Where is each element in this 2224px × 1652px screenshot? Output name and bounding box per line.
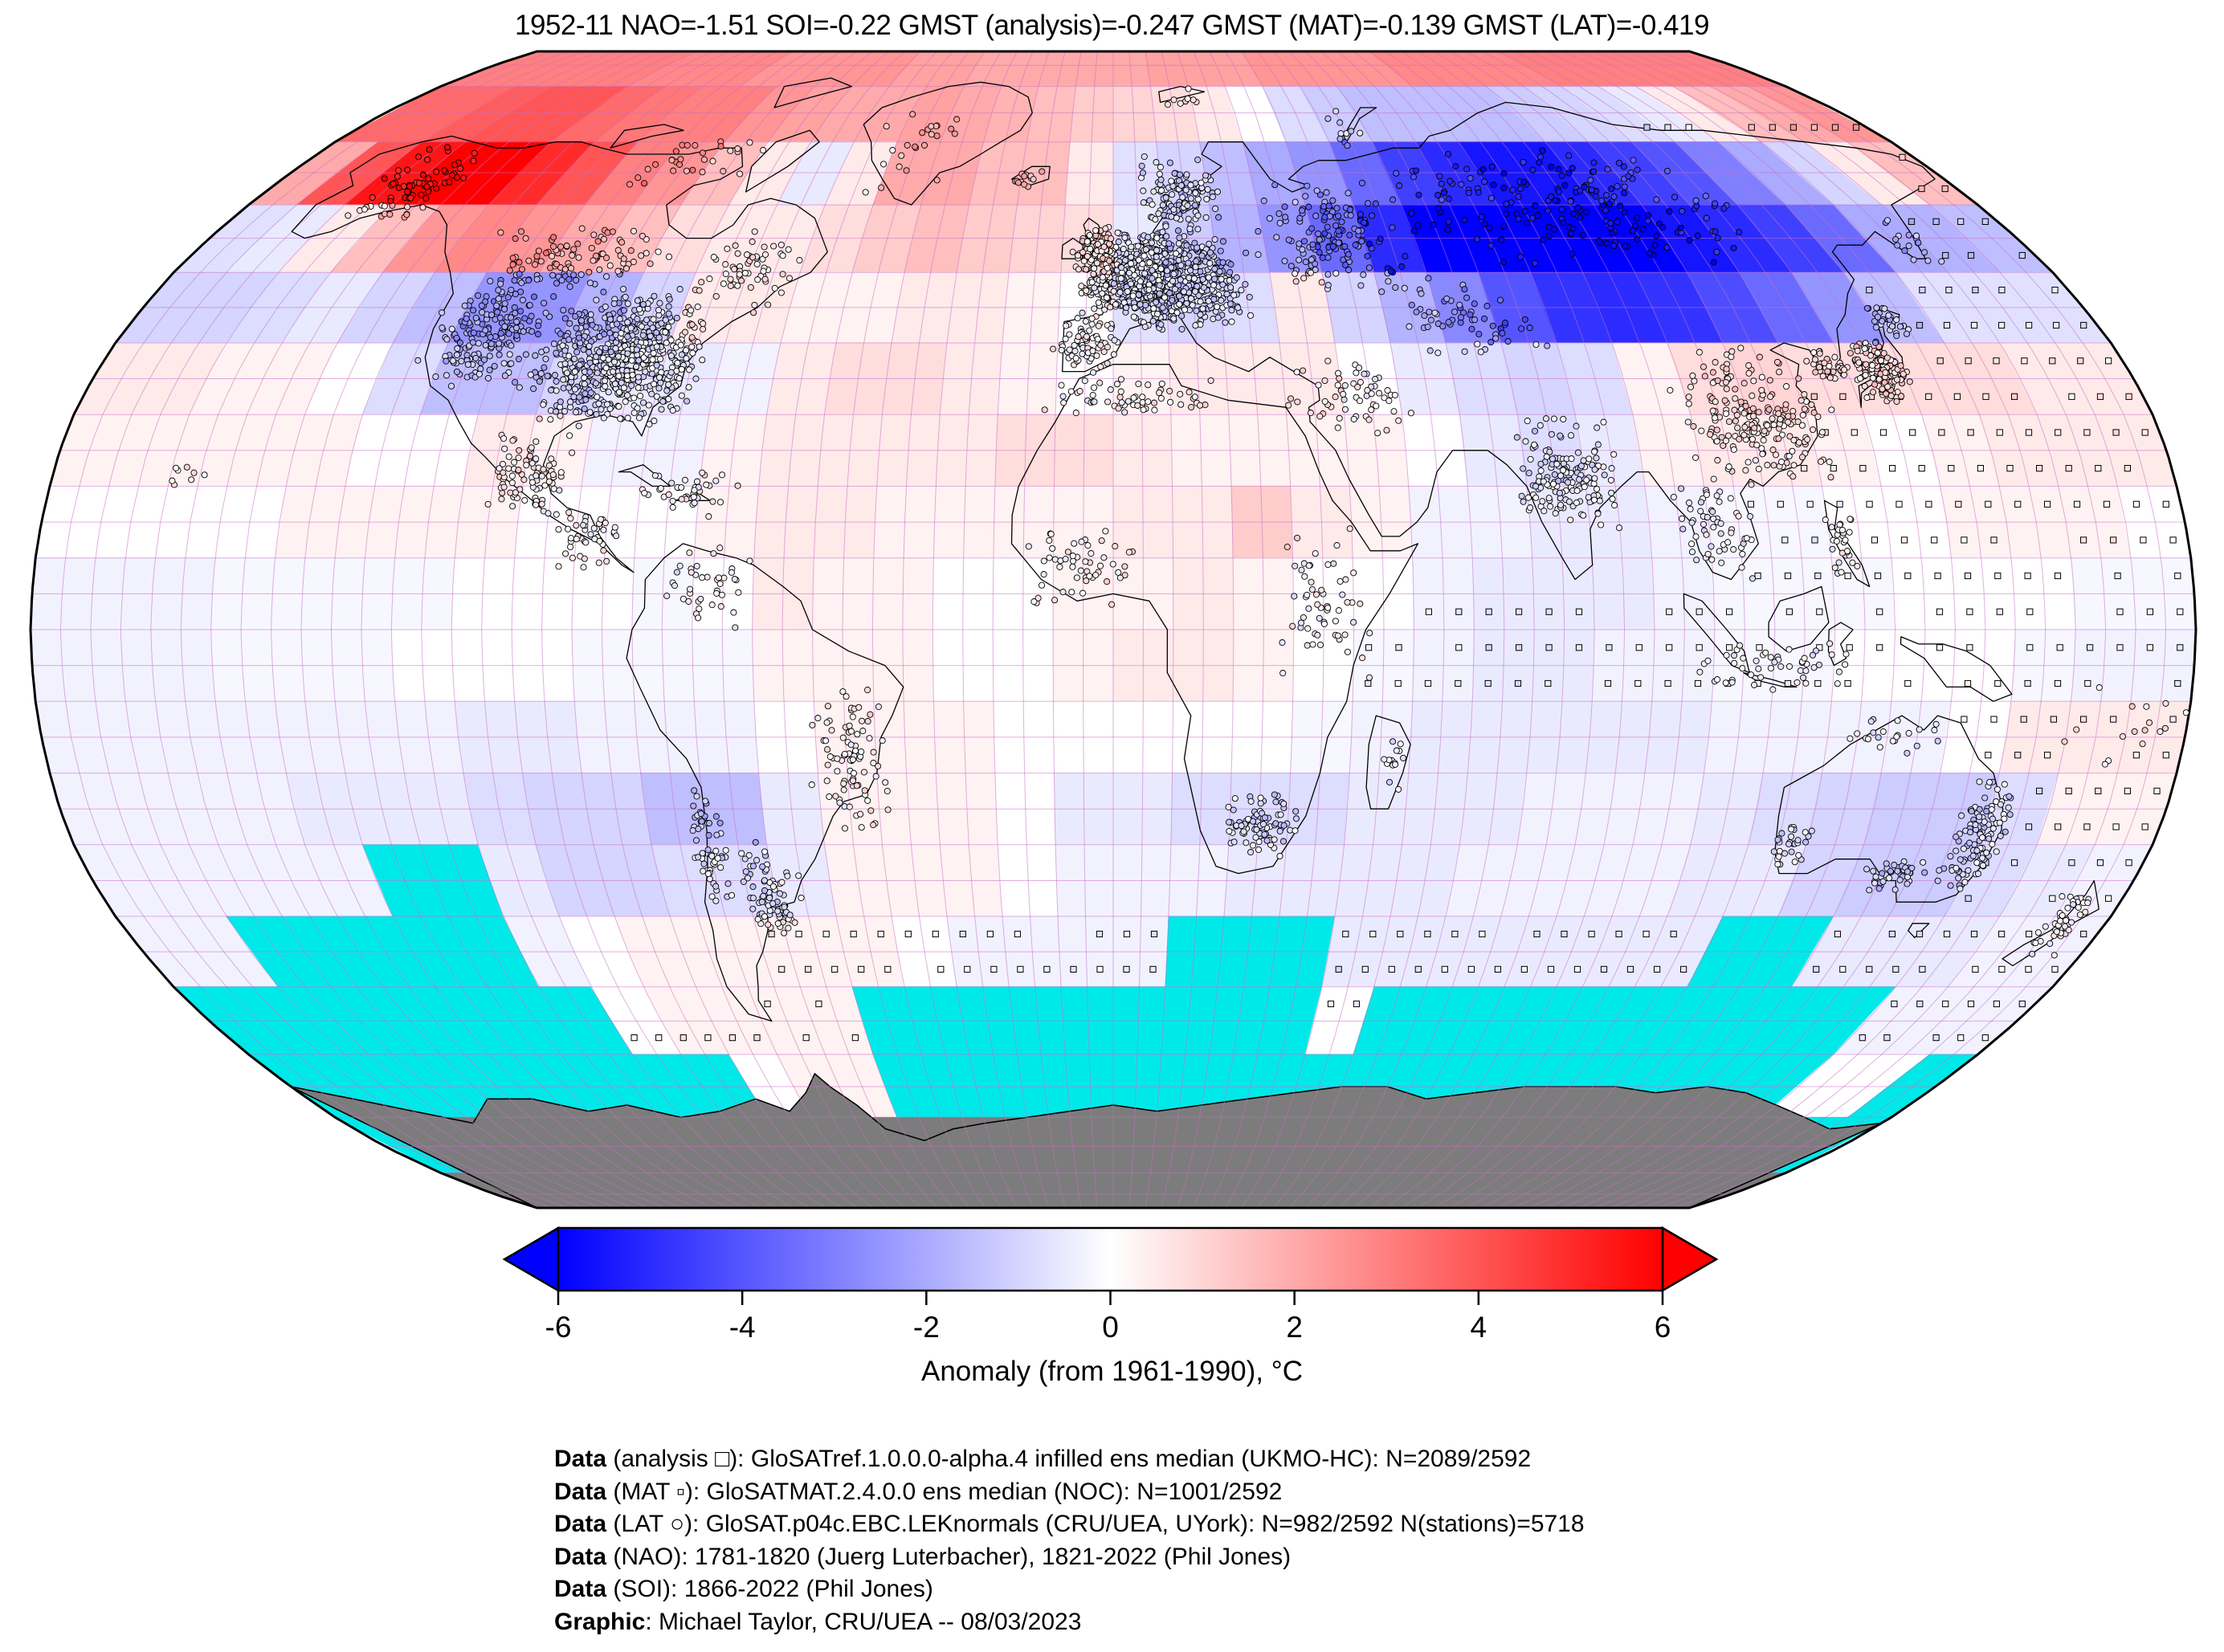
map-outline xyxy=(29,50,2197,1209)
footer-line-prefix: Graphic xyxy=(554,1608,646,1635)
coast-java xyxy=(1743,671,1798,688)
colorbar-tick-label: 0 xyxy=(1102,1311,1119,1344)
grid-cell xyxy=(1069,86,1114,143)
coast-australia xyxy=(1774,715,2004,903)
coast-victoria-island xyxy=(610,124,684,149)
footer-line-prefix: Data xyxy=(554,1576,607,1602)
coast-africa xyxy=(1010,364,1419,875)
mat-square-markers xyxy=(630,124,2184,1042)
coast-ellesmere xyxy=(773,77,852,108)
colorbar-svg: -6 -4 -2 0 2 4 6 xyxy=(502,1226,1719,1344)
colorbar-tick-label: 6 xyxy=(1655,1311,1671,1344)
page-title: 1952-11 NAO=-1.51 SOI=-0.22 GMST (analys… xyxy=(515,10,1709,41)
colorbar-axis-label: Anomaly (from 1961-1990), °C xyxy=(920,1356,1304,1387)
colorbar-gradient-bar xyxy=(557,1226,1664,1292)
footer-line-text: (MAT ▫): GloSATMAT.2.4.0.0 ens median (N… xyxy=(606,1478,1283,1505)
world-anomaly-map xyxy=(0,47,2224,1216)
coast-newguinea xyxy=(1900,636,2013,702)
colorbar-tick-label: -2 xyxy=(913,1311,940,1344)
coast-newzealand xyxy=(2002,879,2100,967)
grid-cell xyxy=(1008,986,1066,1055)
colorbar-left-arrow xyxy=(502,1226,560,1293)
coast-baffin xyxy=(745,129,820,193)
footer-line-text: (SOI): 1866-2022 (Phil Jones) xyxy=(606,1576,933,1602)
colorbar-tick-label: 4 xyxy=(1471,1311,1487,1344)
footer-line: Data (SOI): 1866-2022 (Phil Jones) xyxy=(554,1573,1585,1606)
coast-greenland xyxy=(863,81,1033,206)
footer-line: Graphic: Michael Taylor, CRU/UEA -- 08/0… xyxy=(554,1606,1585,1639)
footer-line-prefix: Data xyxy=(554,1478,607,1505)
footer-line: Data (MAT ▫): GloSATMAT.2.4.0.0 ens medi… xyxy=(554,1476,1585,1509)
grid-cell xyxy=(1112,86,1157,143)
map-svg xyxy=(29,50,2197,1209)
colorbar-tick-label: 2 xyxy=(1286,1311,1303,1344)
colorbar: -6 -4 -2 0 2 4 6 xyxy=(478,1225,1731,1345)
lat-station-markers xyxy=(169,85,2189,959)
footer-line-text: (NAO): 1781-1820 (Juerg Luterbacher), 18… xyxy=(606,1543,1292,1570)
footer-line: Data (LAT ○): GloSAT.p04c.EBC.LEKnormals… xyxy=(554,1508,1585,1541)
footer-line-prefix: Data xyxy=(554,1511,607,1537)
coast-madagascar xyxy=(1365,715,1411,810)
coast-svalbard xyxy=(1158,85,1206,104)
graticule xyxy=(30,51,2197,1209)
grid-cell xyxy=(1008,204,1066,273)
footer-line-prefix: Data xyxy=(554,1543,607,1570)
footer-line: Data (NAO): 1781-1820 (Juerg Luterbacher… xyxy=(554,1541,1585,1574)
grid-cell xyxy=(1161,986,1218,1055)
footer-line-text: (analysis □): GloSATref.1.0.0.0-alpha.4 … xyxy=(606,1446,1532,1472)
coast-borneo xyxy=(1768,585,1830,652)
colorbar-tick-label: -4 xyxy=(729,1311,756,1344)
footer-line: Data (analysis □): GloSATref.1.0.0.0-alp… xyxy=(554,1443,1585,1476)
colorbar-right-arrow xyxy=(1661,1226,1719,1293)
colorbar-tick-label: -6 xyxy=(545,1311,572,1344)
footer-line-text: (LAT ○): GloSAT.p04c.EBC.LEKnormals (CRU… xyxy=(606,1511,1585,1537)
footer-line-prefix: Data xyxy=(554,1446,607,1472)
footer-line-text: : Michael Taylor, CRU/UEA -- 08/03/2023 xyxy=(645,1608,1082,1635)
footer-credits: Data (analysis □): GloSATref.1.0.0.0-alp… xyxy=(554,1443,1585,1638)
coast-tasmania xyxy=(1908,923,1930,939)
colorbar-ticks: -6 -4 -2 0 2 4 6 xyxy=(545,1291,1671,1344)
